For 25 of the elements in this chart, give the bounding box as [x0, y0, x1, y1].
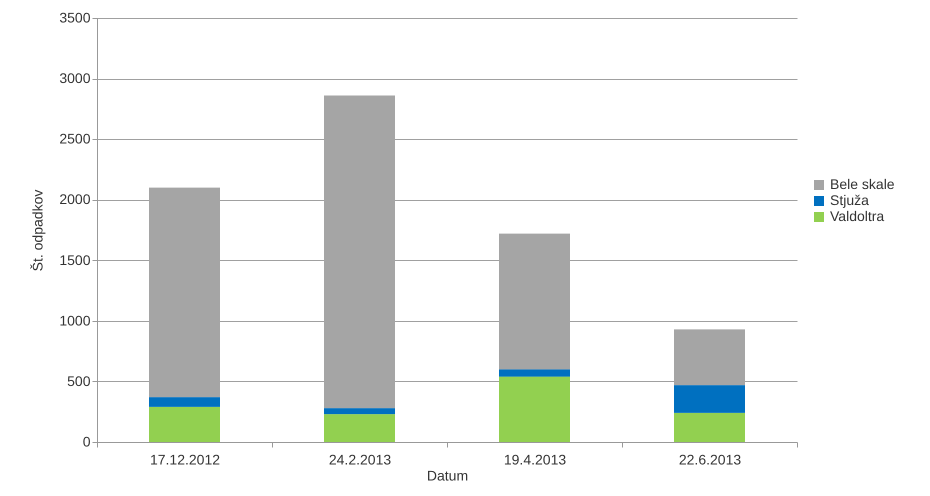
- x-tick-label: 22.6.2013: [678, 452, 742, 468]
- bar: [324, 414, 395, 442]
- bar: [149, 406, 220, 442]
- legend-label: Valdoltra: [830, 208, 884, 224]
- legend-label: Stjuža: [830, 192, 870, 208]
- y-tick-label: 3500: [59, 10, 91, 26]
- y-tick-label: 1000: [59, 312, 91, 328]
- y-tick-label: 3000: [59, 70, 91, 86]
- bar: [499, 369, 570, 377]
- x-axis-title: Datum: [426, 468, 468, 484]
- bar: [324, 408, 395, 414]
- legend-label: Bele skale: [830, 176, 895, 192]
- y-tick-label: 0: [82, 434, 91, 450]
- bar: [149, 397, 220, 407]
- x-tick-label: 24.2.2013: [328, 452, 392, 468]
- bar: [674, 385, 745, 413]
- bar: [499, 376, 570, 442]
- y-axis-title: Št. odpadkov: [29, 190, 46, 272]
- y-tick-label: 2000: [59, 191, 91, 208]
- x-tick-label: 19.4.2013: [504, 452, 566, 468]
- bar: [674, 412, 745, 442]
- y-tick-label: 500: [67, 372, 91, 389]
- y-tick-label: 2500: [59, 130, 91, 147]
- x-tick-label: 17.12.2012: [150, 452, 220, 468]
- y-tick-label: 1500: [59, 252, 91, 268]
